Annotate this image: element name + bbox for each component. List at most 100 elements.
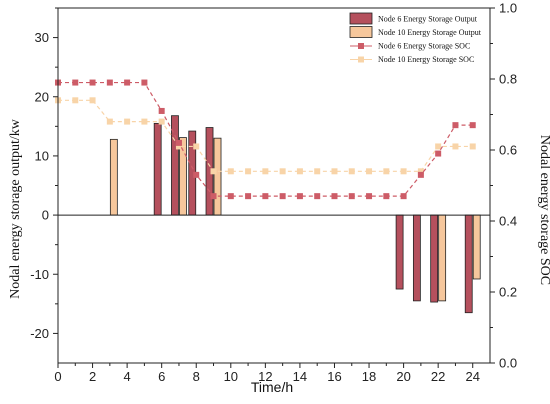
y2-tick-label-1: 0.2: [499, 285, 517, 300]
node6-soc-marker-10: [227, 193, 234, 200]
node6-soc-marker-19: [383, 193, 390, 200]
legend-label-0: Node 6 Energy Storage Output: [378, 15, 478, 24]
node6-soc-marker-8: [193, 171, 200, 178]
node6-output-bar-6: [430, 214, 439, 303]
node10-soc-marker-14: [296, 168, 303, 175]
node6-soc-marker-7: [175, 139, 182, 146]
y2-tick-label-2: 0.4: [499, 214, 517, 229]
x-tick-label-0: 0: [54, 369, 61, 384]
axes-layer: 0 2 4 6 8 10 12 14 16 18 20 22 24-20-1001020300.00.2…: [30, 1, 517, 385]
node6-soc-marker-6: [158, 107, 165, 114]
soc-lines-layer: [55, 79, 476, 200]
node6-soc-marker-4: [124, 79, 131, 86]
node10-soc-marker-22: [435, 143, 442, 150]
y-tick-label-4: 20: [35, 89, 49, 104]
node6-soc-marker-11: [245, 193, 252, 200]
x-tick-label-1: 2: [89, 369, 96, 384]
y2-axis-title: Nodal energy storage SOC: [537, 135, 550, 285]
node10-soc-marker-6: [158, 118, 165, 125]
node10-soc-marker-13: [279, 168, 286, 175]
x-tick-label-4: 8: [193, 369, 200, 384]
node10-soc-marker-16: [331, 168, 338, 175]
x-tick-label-3: 6: [158, 369, 165, 384]
y2-tick-label-5: 1.0: [499, 1, 517, 16]
node10-soc-marker-4: [124, 118, 131, 125]
x-tick-label-2: 4: [124, 369, 131, 384]
node6-output-bar-0: [153, 122, 162, 216]
x-axis-title: Time/h: [251, 379, 293, 395]
node6-soc-marker-14: [296, 193, 303, 200]
node6-soc-marker-12: [262, 193, 269, 200]
node6-soc-marker-20: [400, 193, 407, 200]
node6-soc-marker-2: [89, 79, 96, 86]
node6-soc-marker-23: [452, 122, 459, 129]
node6-soc-marker-3: [106, 79, 113, 86]
x-tick-label-11: 22: [431, 369, 445, 384]
y2-tick-label-3: 0.6: [499, 143, 517, 158]
node10-soc-marker-20: [400, 168, 407, 175]
node6-output-bar-4: [395, 214, 404, 290]
node10-soc-marker-17: [348, 168, 355, 175]
x-tick-label-12: 24: [465, 369, 479, 384]
node10-soc-marker-2: [89, 97, 96, 104]
node10-soc-marker-15: [314, 168, 321, 175]
y2-tick-label-0: 0.0: [499, 356, 517, 371]
legend-label-1: Node 10 Energy Storage Output: [378, 28, 482, 37]
node10-output-bar-2: [213, 137, 222, 216]
node6-output-bar-7: [464, 214, 473, 314]
node6-soc-marker-21: [417, 171, 424, 178]
y-tick-label-2: 0: [42, 208, 49, 223]
node10-soc-marker-8: [193, 143, 200, 150]
node10-output-bar-4: [472, 214, 481, 280]
x-tick-label-10: 20: [396, 369, 410, 384]
node10-soc-marker-24: [469, 143, 476, 150]
legend-label-2: Node 6 Energy Storage SOC: [378, 42, 470, 51]
x-tick-label-8: 16: [327, 369, 341, 384]
node10-soc-marker-10: [227, 168, 234, 175]
node10-soc-marker-5: [141, 118, 148, 125]
x-tick-label-7: 14: [293, 369, 307, 384]
node10-soc-marker-7: [175, 143, 182, 150]
node6-soc-marker-13: [279, 193, 286, 200]
node6-soc-line: [58, 81, 473, 197]
node6-soc-marker-15: [314, 193, 321, 200]
x-tick-label-6: 12: [258, 369, 272, 384]
node6-soc-marker-22: [435, 150, 442, 157]
x-tick-label-5: 10: [224, 369, 238, 384]
node10-soc-marker-1: [72, 97, 79, 104]
node6-soc-marker-16: [331, 193, 338, 200]
bars-layer: [109, 115, 481, 314]
x-tick-label-9: 18: [362, 369, 376, 384]
node10-soc-marker-18: [366, 168, 373, 175]
legend-swatch-1: [349, 26, 373, 38]
node10-soc-marker-23: [452, 143, 459, 150]
node6-soc-marker-17: [348, 193, 355, 200]
node6-soc-marker-9: [210, 193, 217, 200]
legend: Node 6 Energy Storage Output Node 10 Ener…: [349, 12, 482, 64]
node10-soc-marker-3: [106, 118, 113, 125]
y-tick-label-0: -20: [30, 326, 49, 341]
y-tick-label-3: 10: [35, 148, 49, 163]
node6-soc-marker-1: [72, 79, 79, 86]
y2-tick-label-4: 0.8: [499, 72, 517, 87]
node10-output-bar-3: [438, 214, 447, 302]
legend-swatch-0: [349, 12, 373, 25]
node6-output-bar-5: [412, 214, 421, 302]
y-tick-label-1: -10: [30, 267, 49, 282]
node6-soc-marker-5: [141, 79, 148, 86]
legend-marker-3: [358, 56, 364, 63]
y-axis-title: Nodal energy storage output/kw: [8, 118, 23, 299]
node10-soc-marker-11: [245, 168, 252, 175]
node10-output-bar-0: [109, 138, 118, 216]
node10-soc-marker-9: [210, 168, 217, 175]
node6-soc-marker-24: [469, 122, 476, 129]
node10-soc-marker-12: [262, 168, 269, 175]
y-tick-label-5: 30: [35, 30, 49, 45]
node10-soc-marker-21: [417, 168, 424, 175]
node10-soc-marker-19: [383, 168, 390, 175]
legend-marker-2: [358, 43, 364, 49]
node6-soc-marker-18: [366, 193, 373, 200]
legend-label-3: Node 10 Energy Storage SOC: [378, 55, 474, 64]
node10-soc-line: [58, 99, 473, 172]
